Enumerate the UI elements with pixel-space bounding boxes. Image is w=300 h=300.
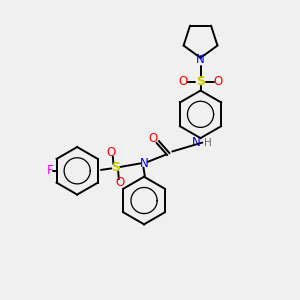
Text: O: O <box>148 132 158 145</box>
Text: O: O <box>214 75 223 88</box>
Text: N: N <box>140 157 148 170</box>
Text: N: N <box>196 53 205 66</box>
Text: S: S <box>196 75 205 88</box>
Text: N: N <box>192 136 201 149</box>
Text: F: F <box>47 164 54 177</box>
Text: O: O <box>116 176 125 189</box>
Text: O: O <box>107 146 116 160</box>
Text: O: O <box>178 75 187 88</box>
Text: H: H <box>204 139 212 148</box>
Text: S: S <box>111 161 120 174</box>
